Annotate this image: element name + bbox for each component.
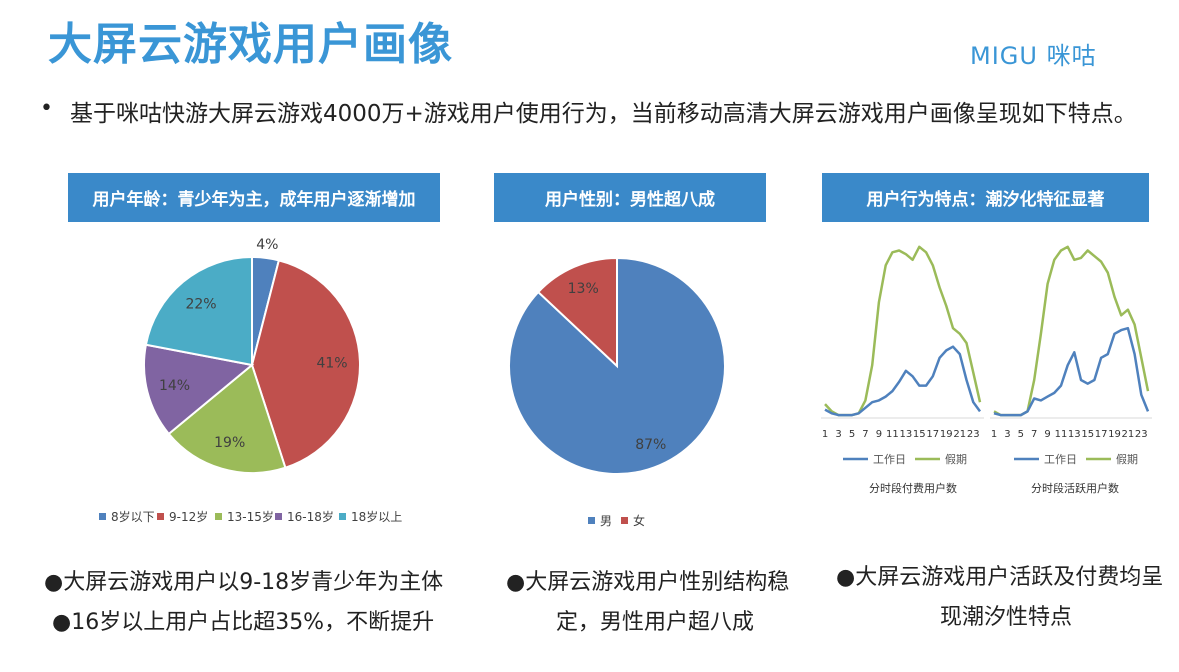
pie0-legend-swatch-4 [339,513,346,520]
line1-tick-8: 17 [1095,429,1108,440]
behavior-header-box: 用户行为特点：潮汐化特征显著 [822,173,1149,222]
pie0-legend-swatch-0 [99,513,106,520]
line1-legend-label-1: 假期 [1116,452,1138,466]
line0-tick-11: 23 [967,429,980,440]
pie0-data-label-3: 14% [159,378,190,394]
line0-tick-9: 19 [940,429,953,440]
gender-header-box: 用户性别：男性超八成 [494,173,766,222]
line0-legend-label-1: 假期 [945,452,967,466]
pie0-legend-swatch-1 [157,513,164,520]
pie0-legend-swatch-3 [275,513,282,520]
pie0-legend-label-3: 16-18岁 [287,509,334,524]
pie0-slice-2 [167,363,287,474]
line0-tick-2: 5 [849,429,855,440]
pie0-data-label-1: 41% [316,356,347,372]
line1-tick-3: 7 [1031,429,1037,440]
pie1-slice-1 [536,256,618,369]
age-header-box: 用户年龄：青少年为主，成年用户逐渐增加 [68,173,440,222]
pie0-legend-label-0: 8岁以下 [111,509,155,524]
bullet-icon: • [40,96,53,121]
line0-tick-6: 13 [900,429,913,440]
pie1-data-label-1: 13% [568,281,599,297]
behavior-caption-2: 现潮汐性特点 [940,605,1073,630]
line0-tick-7: 15 [913,429,926,440]
line0-tick-5: 11 [886,429,899,440]
line0-tick-8: 17 [926,429,939,440]
line1-tick-7: 15 [1081,429,1094,440]
pie1-legend-label-1: 女 [633,513,645,528]
line1-tick-4: 9 [1044,429,1050,440]
page-title: 大屏云游戏用户画像 [48,19,453,70]
pie0-legend-label-4: 18岁以上 [351,509,402,524]
line1-tick-2: 5 [1018,429,1024,440]
pie0-slice-4 [144,255,253,367]
pie1-legend-label-0: 男 [600,514,612,528]
pie0-legend-label-2: 13-15岁 [227,509,274,524]
line1-tick-10: 21 [1122,429,1135,440]
line1-series-1 [993,245,1150,417]
pie0-data-label-0: 4% [256,237,278,253]
line0-tick-10: 21 [953,429,966,440]
line1-tick-6: 13 [1068,429,1081,440]
line0-series-0 [824,345,982,417]
line1-series-0 [993,326,1150,417]
line1-tick-1: 3 [1004,429,1010,440]
line0-series-1 [824,245,982,417]
migu-logo: MIGU 咪咕 [970,42,1097,70]
pie1-data-label-0: 87% [635,437,666,453]
pie1-legend-swatch-0 [588,517,595,524]
line1-legend-label-0: 工作日 [1044,453,1077,466]
age-caption-2: ●16岁以上用户占比超35%，不断提升 [52,610,435,635]
line1-tick-0: 1 [991,429,997,440]
pie0-slice-3 [143,343,255,436]
gender-caption-2: 定，男性用户超八成 [556,610,755,635]
pie1-legend-swatch-1 [621,517,628,524]
pie0-legend-label-1: 9-12岁 [169,509,208,524]
line0-tick-1: 3 [835,429,841,440]
line0-xlabel: 分时段付费用户数 [869,481,957,495]
behavior-caption-1: ●大屏云游戏用户活跃及付费均呈 [836,565,1164,590]
line0-tick-4: 9 [876,429,882,440]
line1-xlabel: 分时段活跃用户数 [1031,481,1119,495]
line1-tick-5: 11 [1055,429,1068,440]
line1-tick-9: 19 [1108,429,1121,440]
pie0-legend-swatch-2 [215,513,222,520]
line0-tick-3: 7 [862,429,868,440]
intro-text: 基于咪咕快游大屏云游戏4000万+游戏用户使用行为，当前移动高清大屏云游戏用户画… [70,101,1137,127]
pie0-data-label-2: 19% [214,435,245,451]
pie0-slice-1 [250,259,361,469]
line0-legend-label-0: 工作日 [873,453,906,466]
line1-tick-11: 23 [1135,429,1148,440]
age-caption-1: ●大屏云游戏用户以9-18岁青少年为主体 [44,570,444,595]
gender-caption-1: ●大屏云游戏用户性别结构稳 [506,570,790,595]
pie0-data-label-4: 22% [185,296,216,312]
line0-tick-0: 1 [822,429,828,440]
